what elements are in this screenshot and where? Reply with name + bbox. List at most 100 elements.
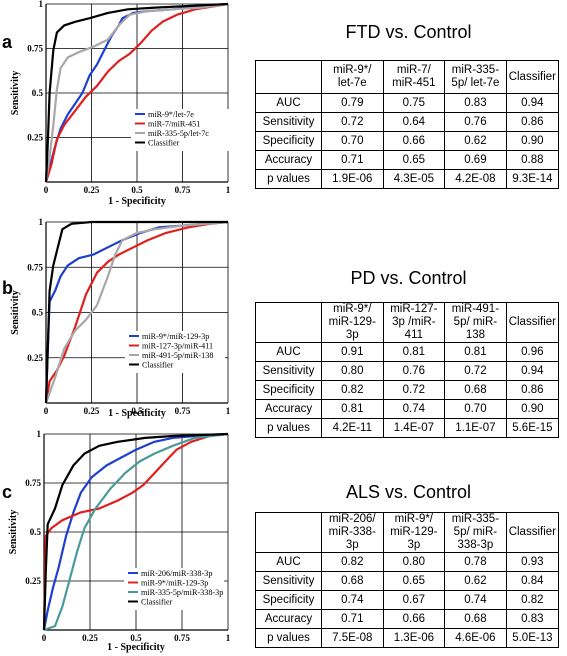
table-column-header: Classifier	[505, 60, 560, 94]
x-tick-label: 1	[226, 406, 231, 416]
table-column-header: miR-335-5p/ miR-338-3p	[444, 512, 507, 553]
roc-chart-ftd: 0 0.25 0.5 0.75 1 0.25 0.5 0.75 1 1 - Specificity…	[10, 0, 231, 207]
legend-label: miR-335-5p/let-7c	[148, 129, 209, 138]
roc-curve-line	[42, 432, 229, 631]
table-row-label: p values	[255, 628, 322, 648]
x-tick-label: 0.25	[84, 406, 100, 416]
table-cell: 0.76	[382, 361, 446, 381]
table-cell: 0.62	[444, 571, 507, 591]
table-row-label: p values	[255, 418, 322, 438]
table-cell: 0.76	[444, 112, 507, 132]
roc-chart-als: 0 0.25 0.5 0.75 1 0.25 0.5 0.75 1 1 - Specificity…	[8, 429, 231, 653]
table-cell: 0.66	[382, 131, 446, 151]
table-cell: 0.82	[321, 380, 384, 400]
table-cell: 0.65	[382, 150, 446, 170]
table-cell: 0.71	[321, 150, 384, 170]
table-cell: 0.65	[382, 571, 446, 591]
x-axis-label: 1 - Specificity	[108, 196, 166, 207]
x-tick-label: 0.75	[174, 633, 190, 643]
x-tick-label: 0.75	[175, 406, 191, 416]
table-column-header: miR-9*/ miR-129-3p	[321, 302, 384, 343]
table-column-header: miR-206/ miR-338-3p	[321, 512, 384, 553]
table-cell: 0.82	[505, 590, 560, 610]
x-tick-label: 0.25	[84, 185, 100, 195]
roc-curve-line	[44, 220, 229, 404]
table-cell: 0.67	[382, 590, 446, 610]
table-column-header: Classifier	[505, 512, 560, 553]
table-cell: 0.96	[505, 342, 560, 362]
table-column-header: miR-335-5p/ let-7e	[444, 60, 507, 94]
table-row-label: AUC	[255, 93, 322, 113]
table-header-row: miR-9*/ let-7e miR-7/ miR-451 miR-335-5p/ …	[255, 60, 560, 94]
table-cell: 0.79	[321, 93, 384, 113]
legend-label: miR-9*/miR-129-3p	[142, 332, 209, 341]
metrics-table-als: miR-206/ miR-338-3p miR-9*/ miR-129-3p miR…	[255, 512, 560, 648]
y-tick-label: 0.5	[30, 527, 42, 537]
roc-curve-line	[43, 432, 229, 632]
chart-legend: miR-206/miR-338-3pmiR-9*/miR-129-3pmiR-3…	[124, 568, 224, 610]
table-cell: 0.74	[444, 590, 507, 610]
legend-label: miR-206/miR-338-3p	[141, 569, 212, 578]
panel-letter: b	[2, 278, 13, 298]
table-row: Sensitivity 0.80 0.76 0.72 0.94	[255, 361, 560, 381]
table-cell: 4.2E-11	[321, 418, 384, 438]
table-row-label: p values	[255, 169, 322, 189]
panel-letter: a	[2, 32, 13, 52]
table-cell: 0.93	[505, 552, 560, 572]
table-row: Accuracy 0.81 0.74 0.70 0.90	[255, 399, 560, 419]
table-corner-cell	[255, 302, 322, 343]
table-cell: 1.1E-07	[444, 418, 507, 438]
table-cell: 0.74	[382, 399, 446, 419]
y-tick-label: 0.25	[25, 576, 41, 586]
x-tick-label: 0	[44, 406, 49, 416]
table-cell: 0.70	[444, 399, 507, 419]
legend-background	[124, 568, 224, 610]
table-cell: 0.94	[505, 93, 560, 113]
table-cell: 4.3E-05	[382, 169, 446, 189]
metrics-table-ftd: miR-9*/ let-7e miR-7/ miR-451 miR-335-5p/ …	[255, 60, 560, 189]
y-axis-label: Sensitivity	[10, 290, 21, 334]
chart-legend: miR-9*/let-7emiR-7/miR-451miR-335-5p/let…	[131, 109, 231, 151]
table-cell: 0.83	[505, 609, 560, 629]
table-row: Specificity 0.74 0.67 0.74 0.82	[255, 590, 560, 610]
table-row-label: Accuracy	[255, 150, 322, 170]
x-tick-label: 1	[226, 185, 231, 195]
table-cell: 0.68	[321, 571, 384, 591]
x-tick-label: 0	[42, 633, 47, 643]
table-cell: 0.68	[444, 380, 507, 400]
table-cell: 0.90	[505, 399, 560, 419]
table-row: AUC 0.79 0.75 0.83 0.94	[255, 93, 560, 113]
x-tick-label: 0.5	[130, 633, 142, 643]
legend-background	[125, 331, 225, 373]
table-column-header: miR-9*/ let-7e	[321, 60, 384, 94]
table-column-header: miR-7/ miR-451	[382, 60, 446, 94]
table-column-header: miR-9*/ miR-129-3p	[382, 512, 446, 553]
y-tick-label: 0.5	[32, 88, 44, 98]
panel-ftd: a 0 0.25 0.5 0.75 1 0.25 0.5 0.75 1 1 - Specifici…	[0, 0, 567, 210]
table-row: Sensitivity 0.72 0.64 0.76 0.86	[255, 112, 560, 132]
table-cell: 1.4E-07	[382, 418, 446, 438]
table-cell: 0.80	[321, 361, 384, 381]
x-tick-label: 1	[226, 633, 231, 643]
table-column-header: Classifier	[505, 302, 560, 343]
table-header-row: miR-206/ miR-338-3p miR-9*/ miR-129-3p miR…	[255, 512, 560, 553]
table-cell: 0.62	[444, 131, 507, 151]
table-row: AUC 0.91 0.81 0.81 0.96	[255, 342, 560, 362]
x-tick-label: 0.5	[131, 406, 143, 416]
panel-title: FTD vs. Control	[345, 22, 472, 42]
y-tick-label: 1	[39, 217, 44, 227]
legend-label: Classifier	[142, 361, 174, 370]
table-cell: 0.84	[505, 571, 560, 591]
panel-letter: c	[2, 482, 13, 502]
x-tick-label: 0.5	[131, 185, 143, 195]
table-cell: 0.69	[444, 150, 507, 170]
table-cell: 0.91	[321, 342, 384, 362]
table-cell: 0.74	[321, 590, 384, 610]
legend-label: miR-9*/miR-129-3p	[141, 579, 208, 588]
table-row-label: Sensitivity	[255, 571, 322, 591]
x-tick-label: 0.25	[82, 633, 98, 643]
table-cell: 0.86	[505, 380, 560, 400]
table-row: Accuracy 0.71 0.65 0.69 0.88	[255, 150, 560, 170]
table-cell: 0.72	[382, 380, 446, 400]
table-corner-cell	[255, 512, 322, 553]
